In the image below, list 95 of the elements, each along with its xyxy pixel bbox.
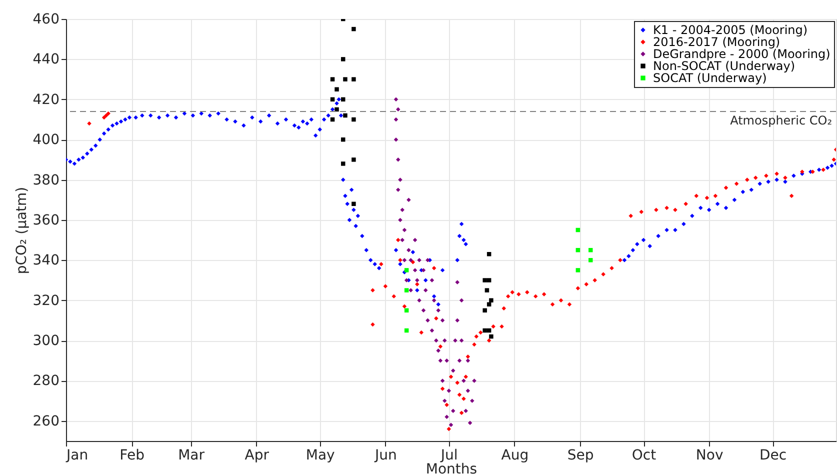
y-tick-label: 260 <box>32 413 60 430</box>
point <box>472 378 476 383</box>
point <box>442 398 447 403</box>
point <box>423 288 428 292</box>
point <box>412 238 418 242</box>
point <box>444 358 449 363</box>
point <box>444 414 449 420</box>
point <box>457 358 462 363</box>
point <box>394 137 398 142</box>
x-tick-label: Oct <box>632 448 657 464</box>
point <box>455 280 460 284</box>
x-tick-label: Jun <box>374 448 397 464</box>
point <box>432 298 436 302</box>
point <box>352 77 356 82</box>
x-tick-label: Dec <box>759 448 787 464</box>
point <box>402 228 407 232</box>
point <box>404 288 409 292</box>
x-tick-label: Mar <box>178 448 205 464</box>
y-tick-label: 300 <box>32 333 60 350</box>
point <box>394 117 398 122</box>
point <box>396 158 400 162</box>
point <box>489 334 494 339</box>
point <box>489 298 494 302</box>
x-tick-label: Feb <box>120 448 145 464</box>
legend-label: SOCAT (Underway) <box>653 71 767 85</box>
point <box>486 302 492 306</box>
point <box>482 308 487 313</box>
point <box>330 77 335 82</box>
point <box>440 318 445 323</box>
point <box>417 258 422 262</box>
x-tick-label: Apr <box>244 448 270 464</box>
point <box>430 328 434 333</box>
point <box>464 408 468 413</box>
point <box>334 87 339 92</box>
x-tick-label: Sep <box>567 448 594 464</box>
point <box>486 278 492 282</box>
y-axis-title: pCO₂ (μatm) <box>14 186 30 274</box>
legend-label: K1 - 2004-2005 (Mooring) <box>653 23 808 37</box>
y-tick-label: 380 <box>32 172 60 188</box>
point <box>466 358 470 363</box>
x-tick-label: Jan <box>66 448 88 464</box>
point <box>406 198 411 202</box>
point <box>455 318 460 323</box>
point <box>340 57 346 62</box>
y-tick-label: 320 <box>32 292 60 309</box>
x-tick-label: Aug <box>501 448 529 464</box>
legend-label: Non-SOCAT (Underway) <box>653 59 796 73</box>
x-tick-label: Nov <box>696 448 724 464</box>
legend-label: DeGrandpre - 2000 (Mooring) <box>653 47 830 61</box>
point <box>352 158 356 162</box>
point <box>484 288 490 292</box>
point <box>462 378 466 383</box>
point <box>470 398 474 403</box>
y-tick-label: 440 <box>32 52 60 68</box>
point <box>438 358 443 363</box>
point <box>450 368 456 373</box>
point <box>448 422 454 428</box>
y-tick-label: 280 <box>32 373 60 390</box>
legend-label: 2016-2017 (Mooring) <box>653 35 780 49</box>
point <box>415 278 420 282</box>
point <box>352 202 356 206</box>
point <box>402 258 407 262</box>
point <box>352 117 356 122</box>
x-tick-label: Jul <box>440 448 458 464</box>
x-tick-label: May <box>306 448 335 464</box>
point <box>436 308 440 312</box>
point <box>450 408 456 413</box>
y-tick-label: 360 <box>32 212 60 228</box>
point <box>459 338 464 343</box>
point <box>340 162 346 166</box>
point <box>482 328 487 333</box>
ref-line-label: Atmospheric CO₂ <box>730 113 832 128</box>
point <box>459 298 464 302</box>
point <box>468 420 472 426</box>
point <box>588 258 593 262</box>
x-axis-title: Months <box>426 462 478 476</box>
point <box>334 107 339 112</box>
point <box>408 288 413 292</box>
point <box>396 188 400 192</box>
point <box>482 278 487 282</box>
point <box>343 113 348 118</box>
point <box>417 298 422 302</box>
point <box>406 248 411 252</box>
point <box>400 208 404 212</box>
point <box>352 26 356 32</box>
point <box>396 107 400 112</box>
point <box>408 258 413 262</box>
y-tick-label: 460 <box>32 12 60 28</box>
y-tick-label: 340 <box>32 252 60 269</box>
point <box>398 178 402 182</box>
point <box>400 238 404 242</box>
y-tick-label: 420 <box>32 92 60 108</box>
point <box>343 77 348 82</box>
y-tick-label: 400 <box>32 132 60 148</box>
point <box>576 268 580 272</box>
